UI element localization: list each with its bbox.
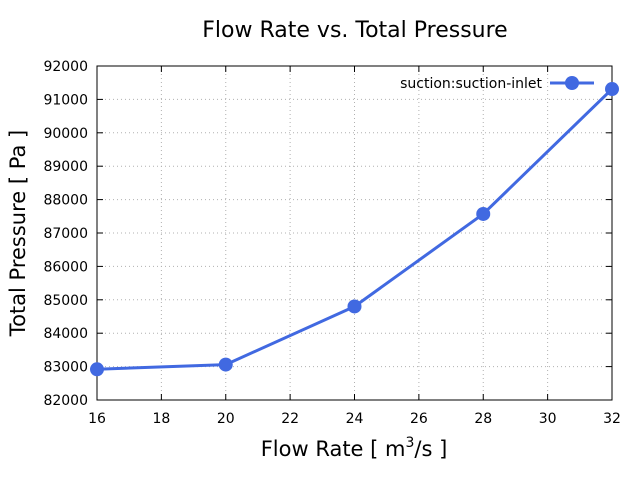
legend-marker-swatch xyxy=(565,76,579,90)
y-tick-labels: 82000 83000 84000 85000 86000 87000 88000 89000… xyxy=(43,59,88,409)
x-tick-label: 26 xyxy=(410,411,428,427)
y-tick-label: 85000 xyxy=(43,293,88,309)
y-axis-title: Total Pressure [ Pa ] xyxy=(6,130,30,337)
data-point xyxy=(218,357,233,372)
plot-frame xyxy=(96,65,613,401)
x-axis-title: Flow Rate [ m3/s ] xyxy=(261,435,448,461)
y-tick-label: 87000 xyxy=(43,226,88,242)
data-point xyxy=(476,206,491,221)
x-tick-label: 18 xyxy=(152,411,170,427)
data-point xyxy=(605,82,619,97)
x-tick-label: 16 xyxy=(88,411,106,427)
y-tick-label: 82000 xyxy=(43,393,88,409)
y-tick-label: 86000 xyxy=(43,259,88,275)
legend-label: suction:suction-inlet xyxy=(400,76,542,92)
series-layer xyxy=(90,82,619,377)
y-tick-label: 90000 xyxy=(43,126,88,142)
y-tick-label: 91000 xyxy=(43,92,88,108)
y-tick-label: 89000 xyxy=(43,159,88,175)
axis-ticks xyxy=(96,65,613,401)
x-tick-label: 28 xyxy=(474,411,492,427)
y-tick-label: 83000 xyxy=(43,360,88,376)
chart-title: Flow Rate vs. Total Pressure xyxy=(202,18,507,43)
x-tick-label: 30 xyxy=(539,411,557,427)
y-tick-label: 84000 xyxy=(43,326,88,342)
x-tick-label: 20 xyxy=(217,411,235,427)
series-line xyxy=(96,87,614,371)
y-tick-label: 88000 xyxy=(43,193,88,209)
x-tick-label: 22 xyxy=(281,411,299,427)
y-tick-label: 92000 xyxy=(43,59,88,75)
legend: suction:suction-inlet xyxy=(400,76,594,92)
data-point xyxy=(347,299,362,314)
x-tick-label: 24 xyxy=(346,411,364,427)
x-tick-label: 32 xyxy=(603,411,621,427)
grid xyxy=(97,66,612,400)
x-tick-labels: 16 18 20 22 24 26 28 30 32 xyxy=(88,411,621,427)
data-point xyxy=(90,362,104,377)
